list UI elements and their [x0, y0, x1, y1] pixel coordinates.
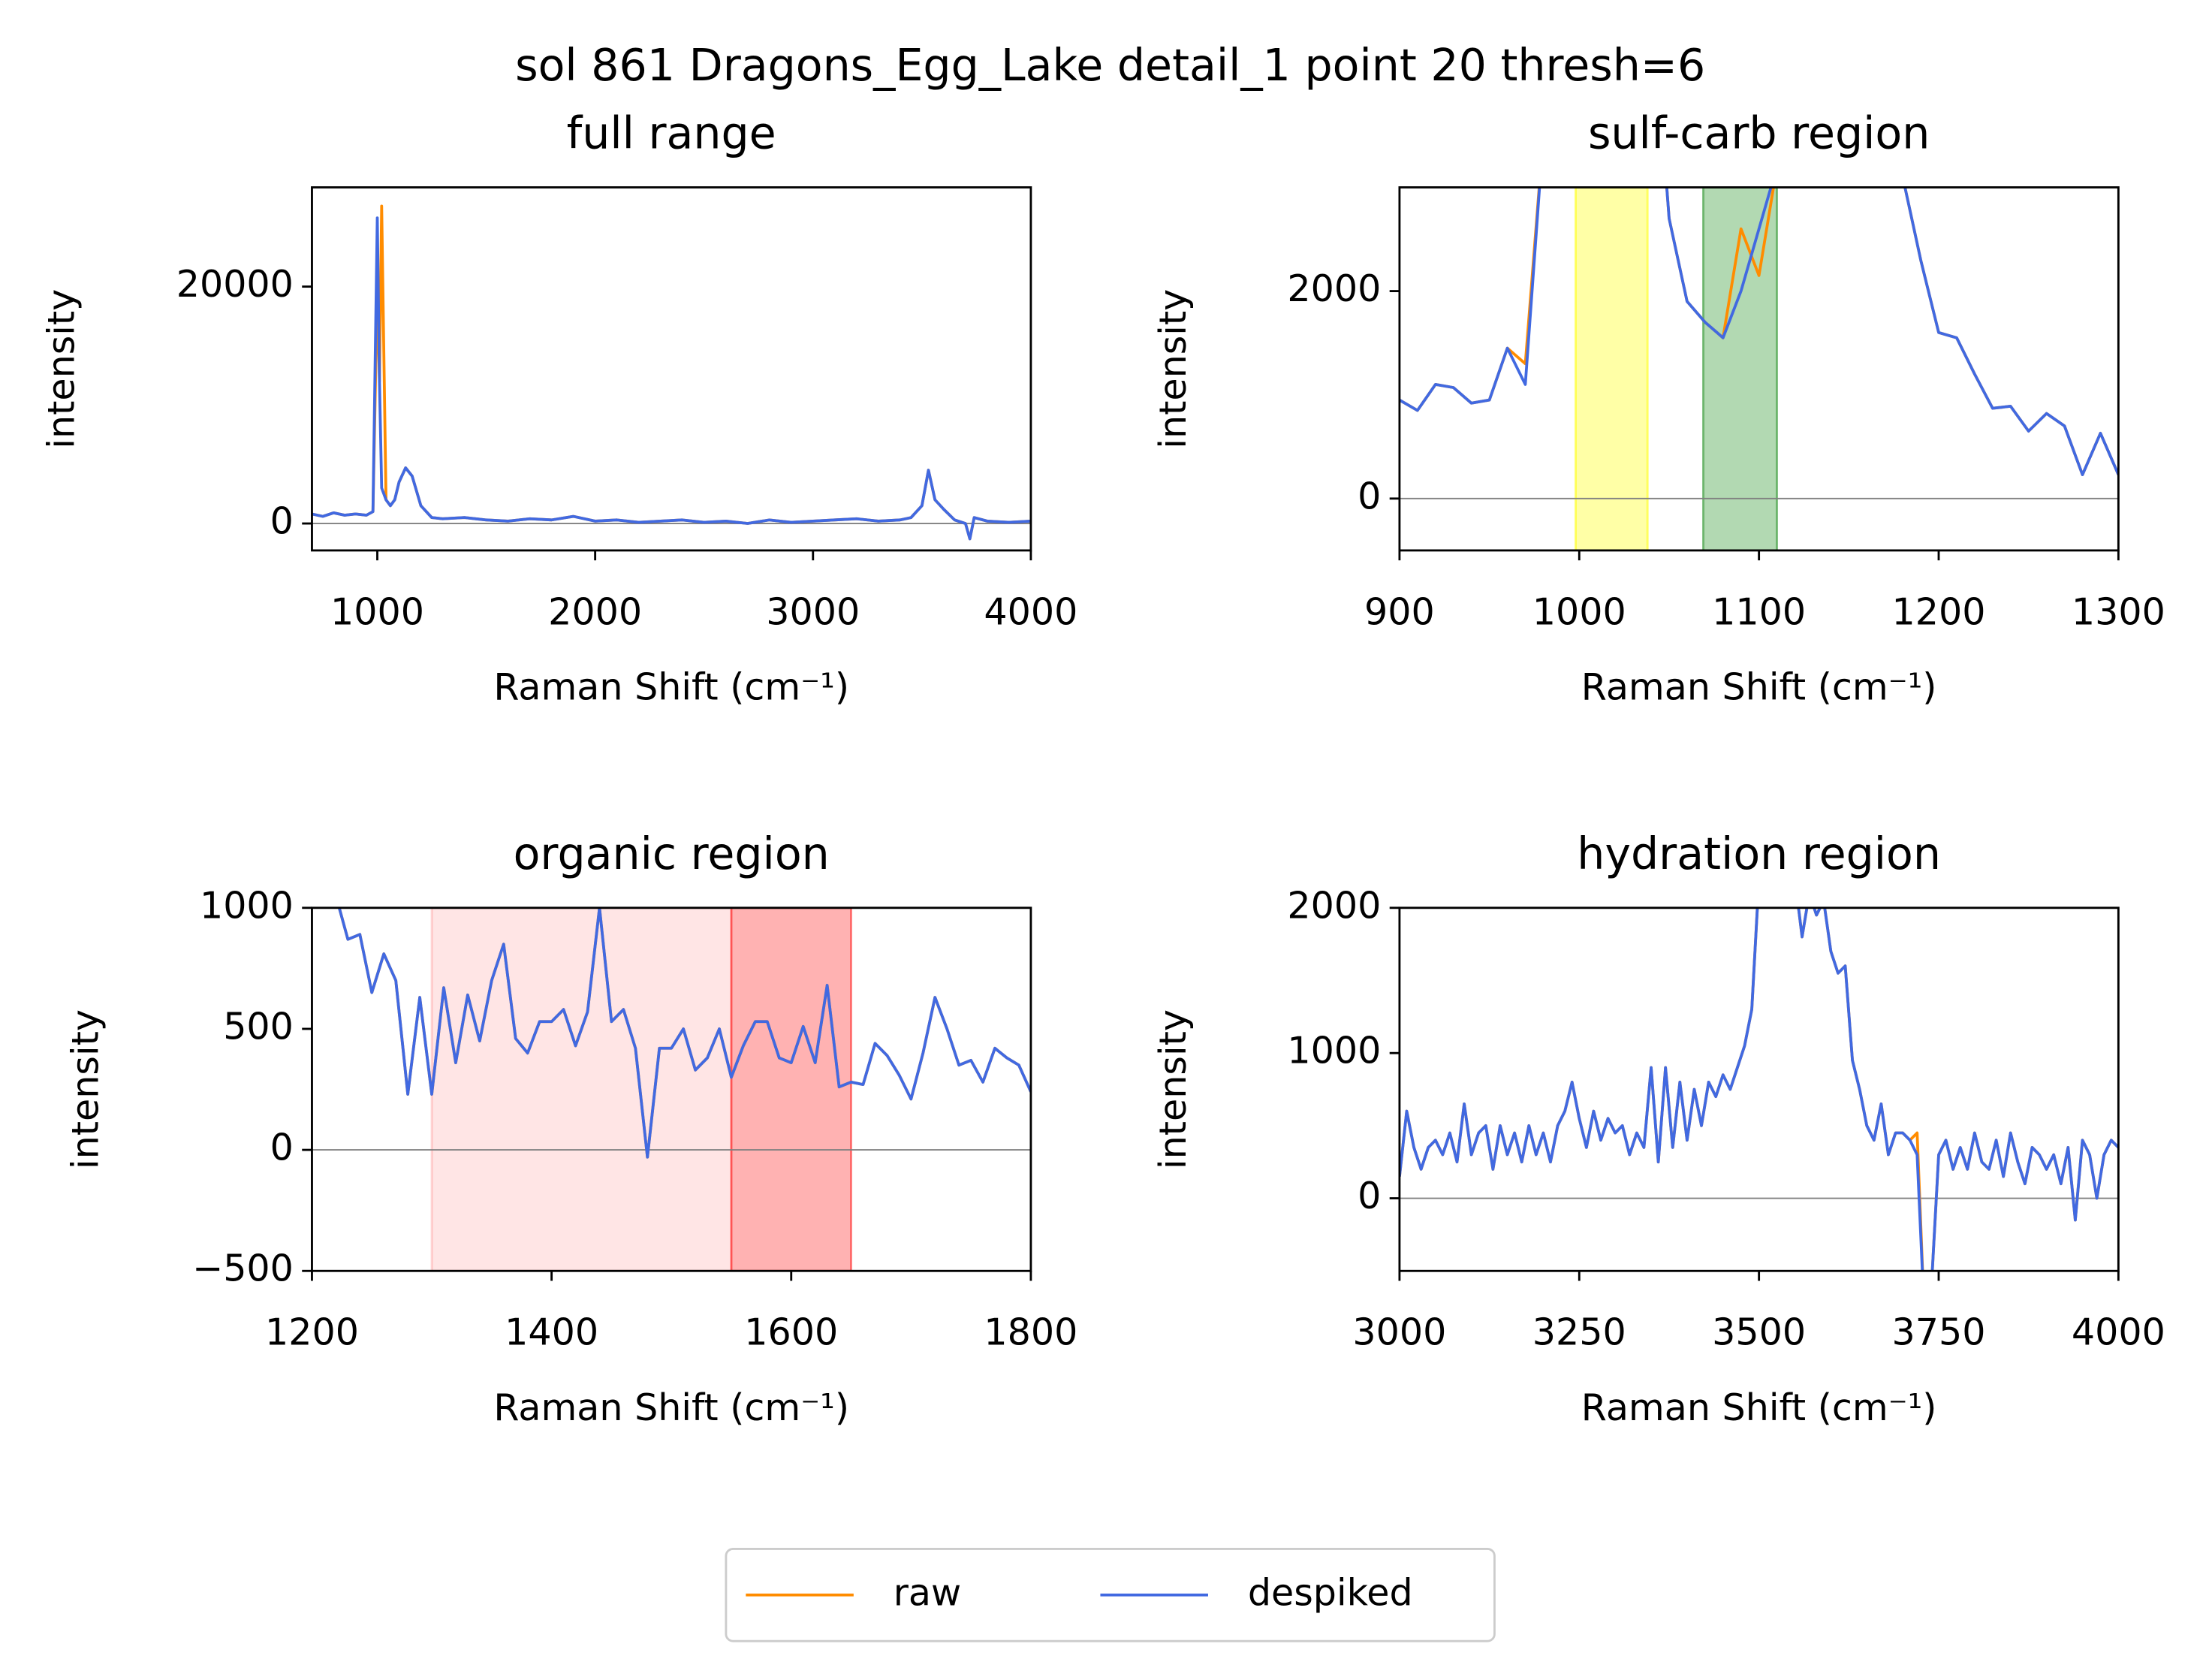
x-tick-label: 1200	[265, 1311, 359, 1354]
x-axis-label: Raman Shift (cm⁻¹)	[1581, 665, 1937, 708]
subplot-title: hydration region	[1577, 828, 1941, 879]
y-tick-label: 2000	[1287, 267, 1381, 310]
series-line	[1399, 907, 2119, 1271]
x-tick-label: 1000	[330, 590, 424, 633]
legend-label: raw	[894, 1570, 961, 1614]
plot-area	[1399, 187, 2119, 550]
x-tick-label: 1000	[1532, 590, 1626, 633]
subplot-title: organic region	[514, 828, 830, 879]
y-tick-label: 2000	[1287, 883, 1381, 927]
y-tick-label: 0	[270, 499, 294, 543]
plot-area	[1399, 907, 2119, 1271]
x-tick-label: 1200	[1892, 590, 1986, 633]
x-axis-label: Raman Shift (cm⁻¹)	[493, 665, 849, 708]
x-tick-label: 3000	[766, 590, 860, 633]
x-tick-label: 2000	[548, 590, 642, 633]
y-axis-label: intensity	[64, 1009, 107, 1169]
span	[430, 907, 733, 1271]
axes-frame	[311, 186, 1032, 552]
x-tick-label: 3500	[1712, 1311, 1806, 1354]
x-tick-label: 3000	[1352, 1311, 1446, 1354]
x-tick-label: 1600	[744, 1311, 838, 1354]
series-line	[312, 216, 1031, 541]
x-tick-label: 1100	[1712, 590, 1806, 633]
y-tick-label: 20000	[176, 262, 294, 306]
y-tick-label: 0	[1358, 1174, 1381, 1217]
x-axis-label: Raman Shift (cm⁻¹)	[1581, 1386, 1937, 1429]
x-tick-label: 900	[1364, 590, 1435, 633]
span	[1575, 187, 1649, 550]
x-tick-label: 1300	[2072, 590, 2165, 633]
y-axis-label: intensity	[1151, 289, 1195, 449]
y-tick-label: 1000	[200, 883, 294, 927]
y-tick-label: −500	[192, 1247, 294, 1290]
y-tick-label: 1000	[1287, 1029, 1381, 1072]
subplot-title: full range	[567, 108, 776, 159]
plot-area	[312, 907, 1031, 1271]
y-axis-label: intensity	[1151, 1009, 1195, 1169]
subplot-title: sulf-carb region	[1588, 108, 1930, 159]
series-line	[337, 907, 1031, 1159]
x-axis-label: Raman Shift (cm⁻¹)	[493, 1386, 849, 1429]
y-tick-label: 0	[1358, 474, 1381, 517]
figure-title: sol 861 Dragons_Egg_Lake detail_1 point …	[515, 40, 1705, 91]
x-tick-label: 3750	[1892, 1311, 1986, 1354]
y-tick-label: 0	[270, 1126, 294, 1169]
axes-frame	[311, 906, 1032, 1272]
x-tick-label: 3250	[1532, 1311, 1626, 1354]
series-line	[1399, 187, 2119, 476]
x-tick-label: 4000	[2072, 1311, 2165, 1354]
plot-area	[312, 204, 1031, 541]
x-tick-label: 4000	[984, 590, 1077, 633]
legend-label: despiked	[1248, 1570, 1413, 1614]
y-axis-label: intensity	[39, 289, 83, 449]
x-tick-label: 1800	[984, 1311, 1077, 1354]
y-tick-label: 500	[223, 1004, 294, 1048]
x-tick-label: 1400	[505, 1311, 598, 1354]
span	[730, 907, 852, 1271]
